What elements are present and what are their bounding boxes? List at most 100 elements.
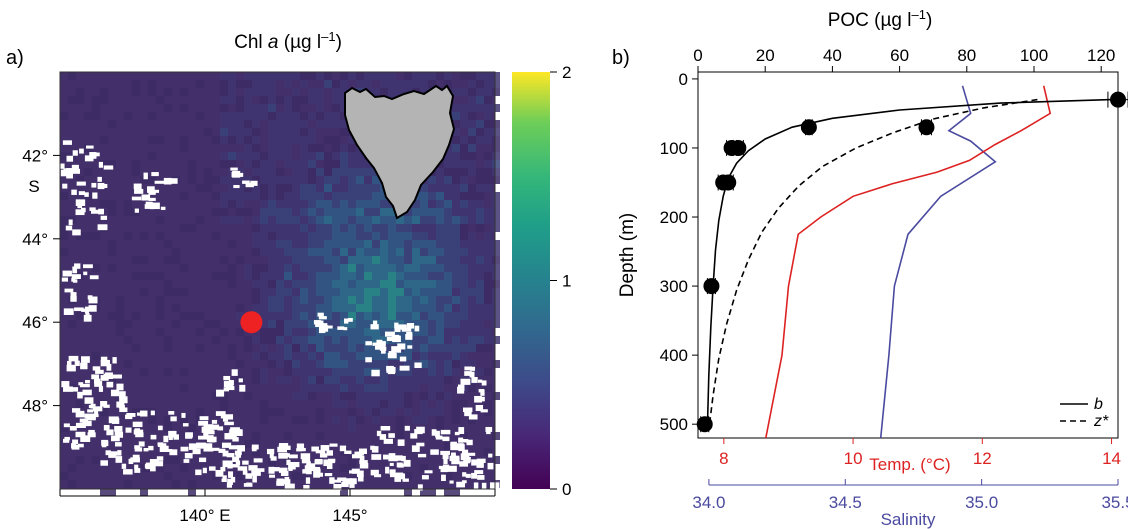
chl-cell (260, 312, 268, 320)
no-data-patch (76, 181, 86, 186)
chl-cell (292, 96, 300, 104)
no-data-patch (84, 413, 95, 419)
chl-cell (236, 200, 244, 208)
chl-cell (364, 376, 372, 384)
chl-cell (492, 168, 500, 176)
chl-cell (252, 232, 260, 240)
chl-cell (420, 320, 428, 328)
chl-cell (428, 216, 436, 224)
chl-cell (196, 216, 204, 224)
no-data-patch (471, 459, 481, 466)
chl-cell (324, 336, 332, 344)
chl-cell (492, 192, 500, 200)
no-data-patch (370, 445, 375, 450)
chl-cell (492, 248, 500, 256)
chl-cell (252, 432, 260, 440)
chl-cell (460, 72, 468, 80)
chl-cell (356, 192, 364, 200)
chl-cell (92, 232, 100, 240)
chl-cell (332, 264, 340, 272)
chl-cell (316, 184, 324, 192)
chl-cell (284, 432, 292, 440)
chl-cell (180, 224, 188, 232)
chl-cell (412, 320, 420, 328)
chl-cell (476, 280, 484, 288)
chl-cell (92, 112, 100, 120)
chl-cell (420, 344, 428, 352)
no-data-patch (320, 449, 326, 455)
chl-cell (124, 360, 132, 368)
chl-cell (420, 296, 428, 304)
chl-cell (484, 256, 492, 264)
chl-cell (412, 336, 420, 344)
chl-cell (220, 208, 228, 216)
chl-cell (196, 184, 204, 192)
chl-cell (268, 288, 276, 296)
chl-cell (372, 392, 380, 400)
no-data-patch (156, 456, 164, 461)
no-data-patch (117, 450, 122, 456)
chl-cell (108, 376, 116, 384)
chl-cell (220, 192, 228, 200)
chl-cell (420, 464, 428, 472)
no-data-patch (95, 369, 104, 374)
salinity-tick-label: 34.5 (829, 493, 862, 512)
salinity-line (879, 85, 997, 439)
chl-cell (364, 248, 372, 256)
no-data-patch (389, 469, 396, 475)
chl-cell (428, 376, 436, 384)
chl-cell (252, 160, 260, 168)
chl-cell (268, 248, 276, 256)
chl-cell (468, 160, 476, 168)
chl-cell (244, 440, 252, 448)
chl-cell (348, 176, 356, 184)
chl-cell (492, 208, 500, 216)
chl-cell (332, 112, 340, 120)
chl-cell (284, 224, 292, 232)
chl-cell (244, 120, 252, 128)
no-data-patch (132, 421, 143, 428)
chl-cell (420, 192, 428, 200)
no-data-patch (165, 448, 173, 453)
no-data-patch (462, 472, 467, 477)
chl-cell (292, 416, 300, 424)
no-data-patch (63, 423, 70, 428)
no-data-patch (80, 362, 88, 370)
chl-cell (412, 256, 420, 264)
chl-cell (276, 168, 284, 176)
chl-cell (436, 232, 444, 240)
chl-cell (460, 296, 468, 304)
salinity-tick-label: 34.0 (692, 493, 725, 512)
chl-cell (356, 296, 364, 304)
chl-cell (348, 312, 356, 320)
chl-cell (228, 264, 236, 272)
chl-cell (284, 176, 292, 184)
no-data-patch (148, 190, 156, 195)
chl-cell (452, 112, 460, 120)
chl-cell (372, 360, 380, 368)
chl-cell (300, 312, 308, 320)
no-data-patch (456, 481, 465, 488)
no-data-patch (478, 389, 485, 393)
no-data-patch (245, 473, 252, 479)
chl-cell (308, 176, 316, 184)
no-data-patch (463, 407, 473, 413)
chl-cell (428, 336, 436, 344)
no-data-patch (130, 457, 140, 463)
no-data-patch (476, 458, 486, 463)
chl-cell (484, 88, 492, 96)
chl-cell (436, 248, 444, 256)
chl-cell (220, 200, 228, 208)
chl-cell (428, 320, 436, 328)
chl-cell (476, 264, 484, 272)
chl-cell (380, 352, 388, 360)
chl-cell (484, 384, 492, 392)
chl-cell (236, 304, 244, 312)
no-data-patch (365, 357, 372, 363)
chl-cell (244, 336, 252, 344)
chl-cell (372, 88, 380, 96)
chl-cell (364, 392, 372, 400)
chl-cell (388, 216, 396, 224)
chl-cell (340, 384, 348, 392)
chl-cell (124, 208, 132, 216)
